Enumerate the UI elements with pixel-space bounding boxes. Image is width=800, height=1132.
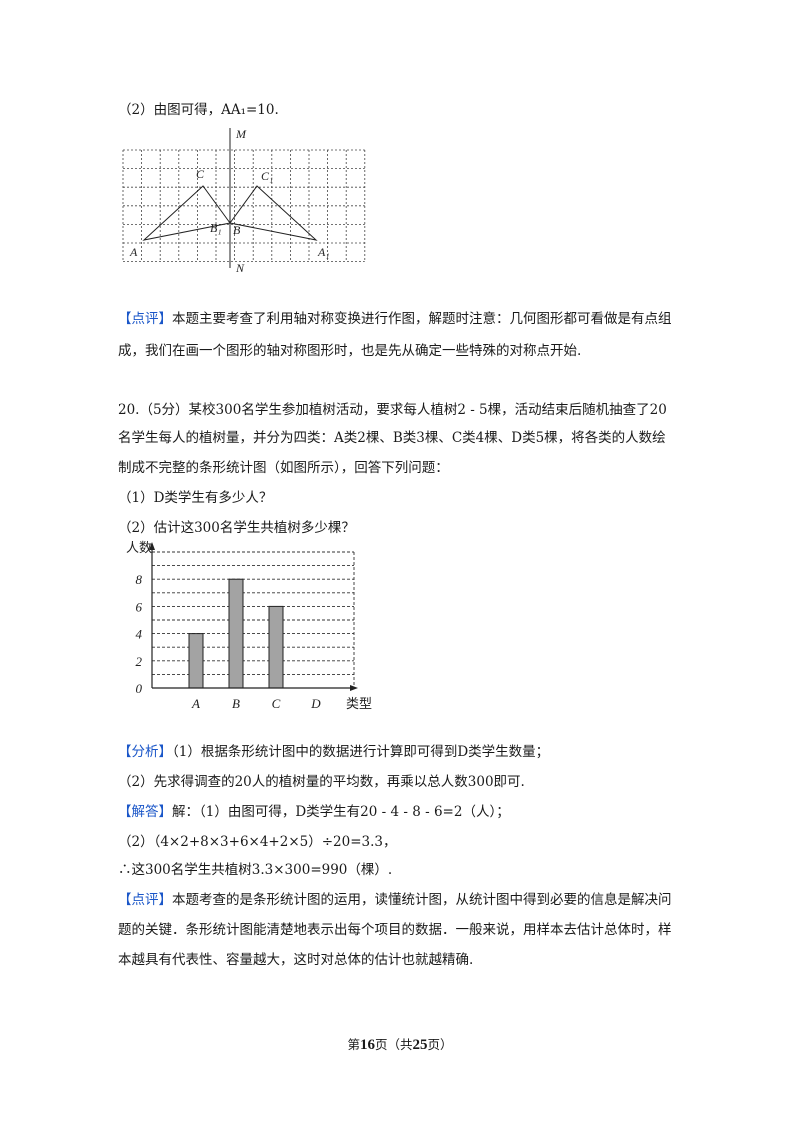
answer-line1: 【解答】解：（1）由图可得，D类学生有20 - 4 - 8 - 6=2（人）； [118,800,510,820]
page-footer: 第16页（共25页） [0,1034,800,1054]
label-B1: B₁ [210,221,222,235]
answer-line2: （2）（4×2+8×3+6×4+2×5）÷20=3.3， [118,834,397,850]
chart-gridlines [152,551,355,688]
q20-line3: 制成不完整的条形统计图（如图所示），回答下列问题： [118,460,449,476]
analysis-text1: （1）根据条形统计图中的数据进行计算即可得到D类学生数量； [172,744,550,760]
grid-figure: M N A A₁ C C₁ B₁ B [122,128,366,275]
label-C: C [196,167,205,181]
q20-line2: 名学生每人的植树量，并分为四类：A类2棵、B类3棵、C类4棵、D类5棵，将各类的… [118,430,666,446]
y-axis-arrow [149,542,155,550]
footer-post: 页） [427,1037,453,1052]
grid-lines [122,149,366,263]
footer-page-number: 16 [359,1037,375,1053]
comment2-line2: 题的关键．条形统计图能清楚地表示出每个项目的数据．一般来说，用样本去估计总体时，… [118,922,672,938]
label-A1: A₁ [317,245,330,259]
chart-bar-B [228,578,244,689]
chart-bars [188,578,284,689]
q20-sub2: （2）估计这300名学生共植树多少棵？ [118,520,355,536]
chart-ytick-labels: 0 2 4 6 8 [136,572,143,696]
analysis-line2: （2）先求得调查的20人的植树量的平均数，再乘以总人数300即可. [118,774,525,790]
label-N: N [235,261,245,275]
chart-xtick-label: A [191,696,200,711]
chart-xtick-label: B [232,696,240,711]
chart-bar-C [268,605,284,689]
q20-line1: 20.（5分）某校300名学生参加植树活动，要求每人植树2 - 5棵，活动结束后… [118,402,667,418]
chart-xtick-label: D [310,696,321,711]
chart-xlabel: 类型 [346,697,372,712]
comment1-line2: 成，我们在画一个图形的轴对称图形时，也是先从确定一些特殊的对称点开始. [118,343,582,359]
footer-total-pages: 25 [412,1037,428,1053]
comment1-line1: 【点评】本题主要考查了利用轴对称变换进行作图，解题时注意：几何图形都可看做是有点… [118,307,672,327]
chart-ytick-label: 0 [136,681,143,696]
footer-pre: 第 [347,1037,360,1052]
chart-ytick-label: 2 [136,654,143,669]
comment2-line3: 本越具有代表性、容量越大，这时对总体的估计也就越精确. [118,952,474,968]
answer-line3: ∴这300名学生共植树3.3×300=990（棵）. [118,862,393,878]
triangles [142,185,318,241]
chart-xtick-label: C [272,696,281,711]
chart-ytick-label: 6 [136,599,143,614]
label-C1: C₁ [261,169,273,183]
chart-bar-A [188,633,204,689]
chart-xtick-labels: A B C D [191,696,321,711]
analysis-line1: 【分析】（1）根据条形统计图中的数据进行计算即可得到D类学生数量； [118,740,549,760]
comment1-text1: 本题主要考查了利用轴对称变换进行作图，解题时注意：几何图形都可看做是有点组 [172,311,672,327]
x-axis-arrow [350,685,358,691]
comment1-tag: 【点评】 [118,311,172,327]
triangle-a1b1c1 [229,185,318,241]
chart-ylabel: 人数 [126,541,152,556]
chart-ytick-label: 4 [136,627,143,642]
triangle-abc [142,185,231,241]
answer-tag: 【解答】 [118,804,172,820]
comment2-line1: 【点评】本题考查的是条形统计图的运用，读懂统计图，从统计图中得到必要的信息是解决… [118,888,672,908]
comment2-text1: 本题考查的是条形统计图的运用，读懂统计图，从统计图中得到必要的信息是解决问 [172,892,672,908]
chart-axes [151,546,354,689]
footer-mid: 页（共 [374,1037,413,1052]
analysis-tag: 【分析】 [118,744,172,760]
bar-chart: 人数 类型 0 2 4 6 8 A B C D [126,541,372,712]
q20-sub1: （1）D类学生有多少人？ [118,490,273,506]
label-B: B [233,223,241,237]
label-M: M [235,128,247,141]
part2-header: （2）由图可得，AA₁=10. [118,102,279,118]
chart-ytick-label: 8 [136,572,143,587]
label-A: A [129,245,138,259]
answer-text1: 解：（1）由图可得，D类学生有20 - 4 - 8 - 6=2（人）； [172,804,510,820]
comment2-tag: 【点评】 [118,892,172,908]
